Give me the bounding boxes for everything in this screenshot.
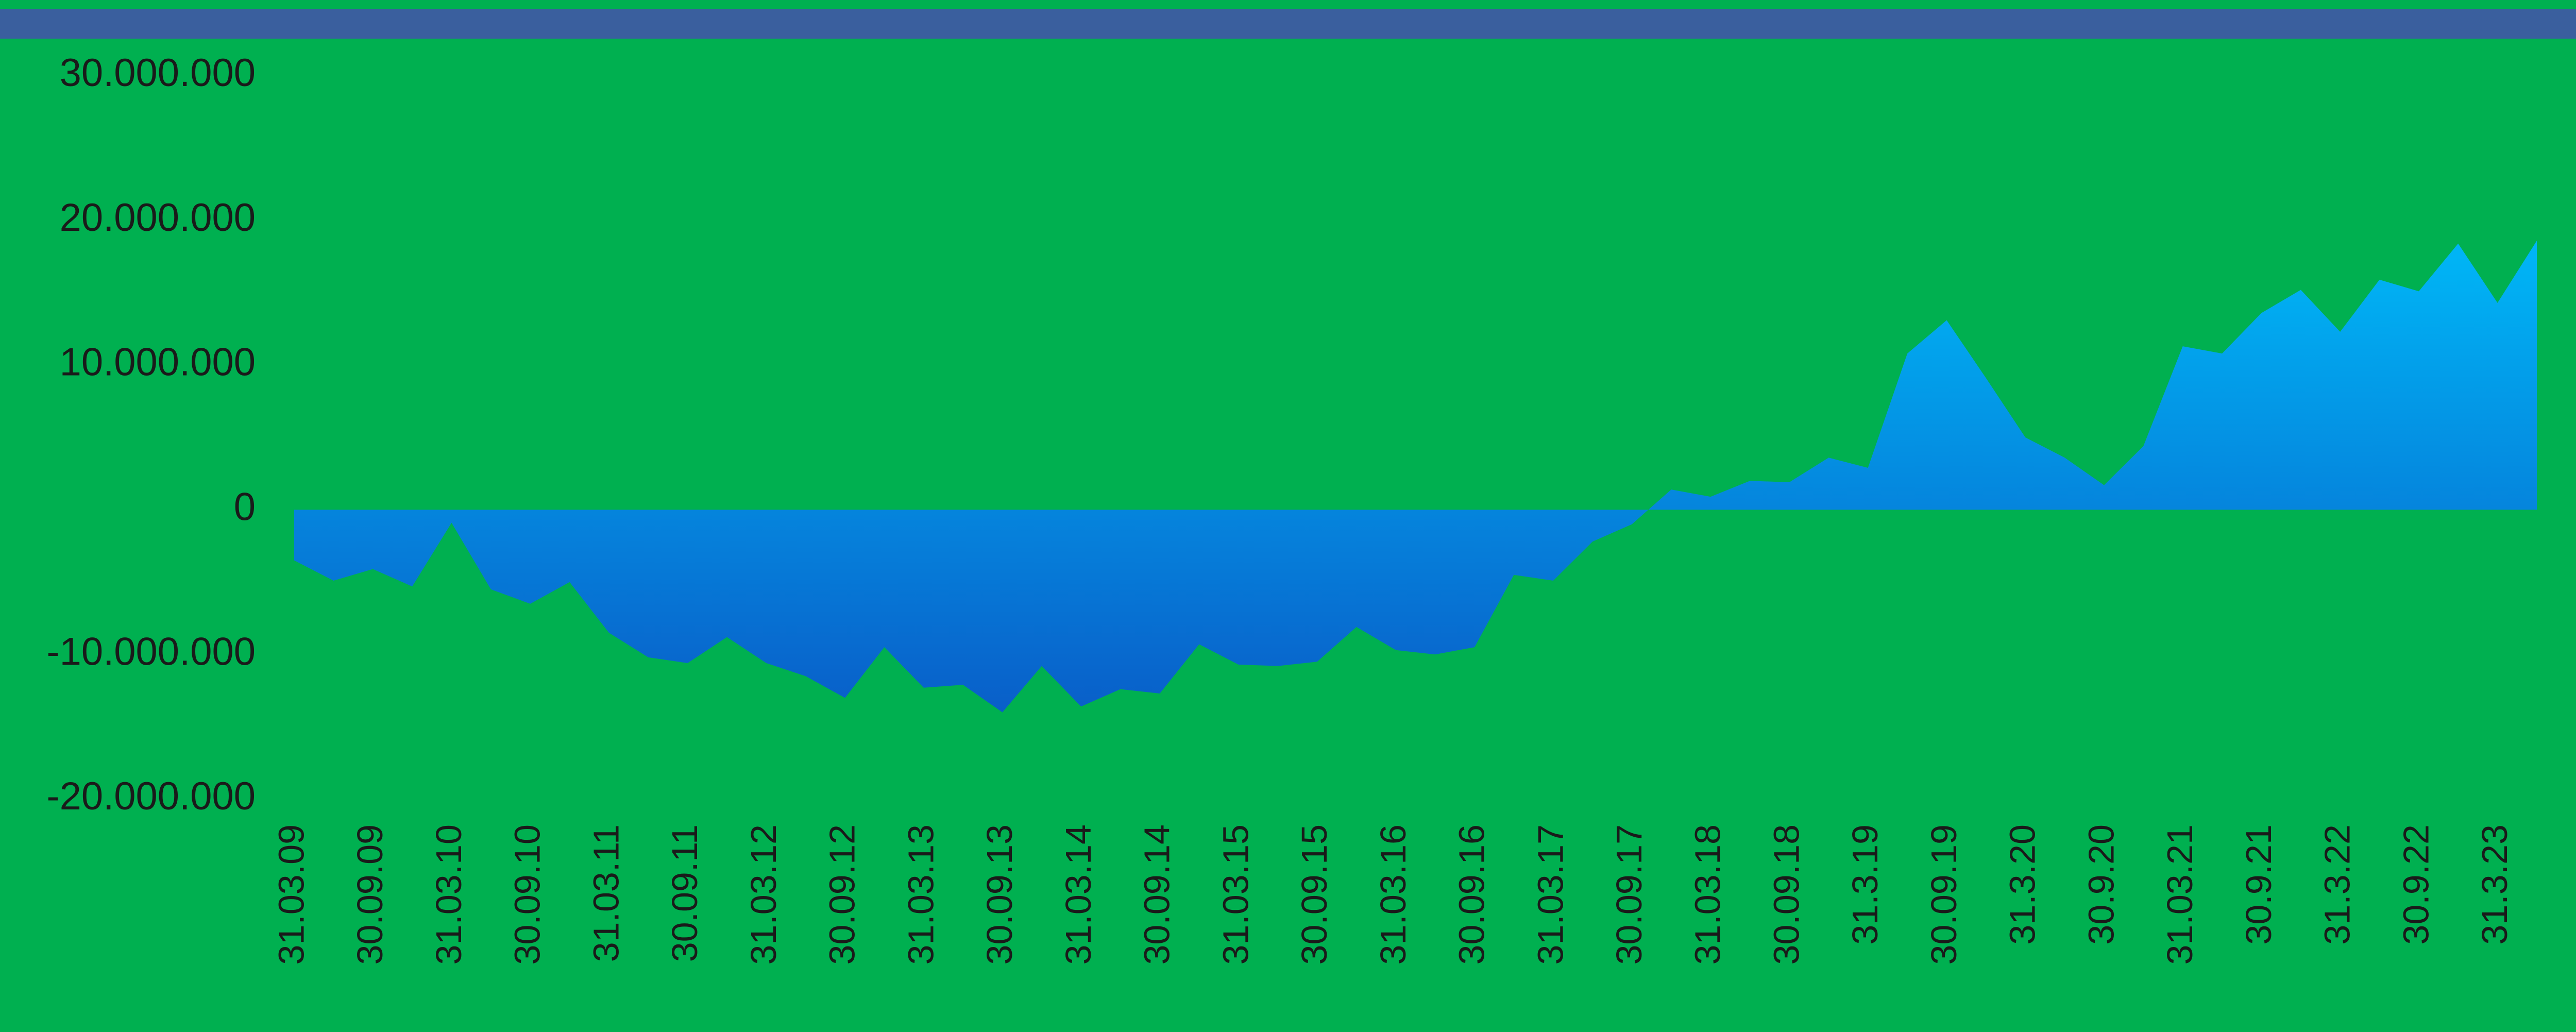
x-tick-label: 31.03.10	[429, 824, 469, 965]
x-tick-label: 30.09.14	[1137, 824, 1177, 965]
y-tick-label: 20.000.000	[60, 196, 256, 240]
x-tick-label: 30.09.09	[350, 824, 390, 965]
x-tick-label: 31.3.19	[1845, 824, 1885, 945]
x-tick-label: 31.03.18	[1688, 824, 1728, 965]
x-tick-label: 30.09.19	[1924, 824, 1964, 965]
x-tick-label: 31.03.13	[901, 824, 941, 965]
x-tick-label: 30.9.22	[2396, 824, 2436, 945]
x-tick-label: 31.03.17	[1530, 824, 1570, 965]
x-tick-label: 31.03.15	[1215, 824, 1256, 965]
x-tick-label: 31.3.23	[2475, 824, 2515, 945]
x-tick-label: 31.03.11	[586, 824, 626, 962]
y-tick-label: -10.000.000	[46, 630, 256, 673]
x-tick-label: 31.03.14	[1058, 824, 1098, 965]
x-tick-label: 30.09.16	[1452, 824, 1492, 965]
area	[294, 241, 2537, 713]
x-tick-label: 31.03.12	[743, 824, 784, 965]
x-tick-label: 31.3.20	[2003, 824, 2043, 945]
x-tick-label: 30.09.15	[1294, 824, 1334, 965]
y-tick-label: 30.000.000	[60, 51, 256, 95]
y-tick-label: 10.000.000	[60, 341, 256, 384]
x-tick-label: 30.09.18	[1766, 824, 1806, 965]
x-tick-label: 30.09.13	[979, 824, 1020, 965]
x-tick-label: 31.03.16	[1373, 824, 1413, 965]
x-tick-label: 30.9.21	[2239, 824, 2279, 945]
y-tick-label: -20.000.000	[46, 774, 256, 818]
x-tick-label: 31.3.22	[2317, 824, 2358, 945]
x-tick-label: 30.9.20	[2081, 824, 2121, 945]
x-tick-label: 30.09.12	[822, 824, 862, 965]
x-tick-label: 30.09.10	[507, 824, 548, 965]
x-tick-label: 30.09.17	[1609, 824, 1649, 965]
y-tick-label: 0	[234, 485, 256, 529]
top-bar	[0, 9, 2576, 39]
x-tick-label: 31.03.21	[2160, 824, 2200, 965]
x-tick-label: 31.03.09	[271, 824, 311, 965]
x-tick-label: 30.09.11	[665, 824, 705, 962]
